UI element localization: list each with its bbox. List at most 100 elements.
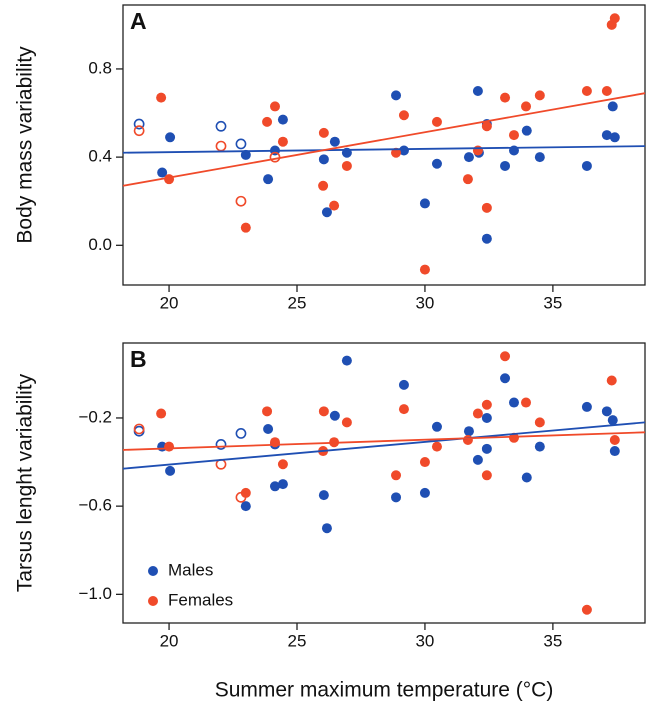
point xyxy=(607,101,618,112)
point xyxy=(391,492,402,503)
open-point xyxy=(235,491,247,503)
point xyxy=(165,465,176,476)
point xyxy=(277,479,288,490)
point xyxy=(262,406,273,417)
point xyxy=(341,355,352,366)
x-axis-title: Summer maximum temperature (°C) xyxy=(215,679,554,702)
point xyxy=(164,174,175,185)
y-tick-label: 0.4 xyxy=(88,147,112,166)
point xyxy=(240,222,251,233)
point xyxy=(431,116,442,127)
point xyxy=(398,404,409,415)
point xyxy=(157,167,168,178)
point xyxy=(534,152,545,163)
point xyxy=(419,264,430,275)
point xyxy=(262,116,273,127)
y-tick-label: 0.8 xyxy=(88,58,112,77)
legend-label: Males xyxy=(168,560,213,579)
x-tick-label: 35 xyxy=(543,631,562,650)
point xyxy=(481,202,492,213)
point xyxy=(609,132,620,143)
point xyxy=(601,85,612,96)
y-tick-label: −0.6 xyxy=(78,496,112,515)
point xyxy=(534,90,545,101)
point xyxy=(391,90,402,101)
point xyxy=(463,152,474,163)
point xyxy=(318,406,329,417)
point xyxy=(606,375,617,386)
point xyxy=(240,487,251,498)
point xyxy=(521,101,532,112)
trend-line xyxy=(122,421,646,470)
point xyxy=(521,125,532,136)
point xyxy=(500,373,511,384)
point xyxy=(601,130,612,141)
point xyxy=(240,501,251,512)
point xyxy=(277,114,288,125)
open-point xyxy=(133,125,145,137)
point xyxy=(463,426,474,437)
point xyxy=(472,145,483,156)
point xyxy=(164,441,175,452)
legend-label: Females xyxy=(168,590,233,609)
point xyxy=(500,351,511,362)
point xyxy=(419,198,430,209)
plot-frame xyxy=(122,342,646,624)
point xyxy=(472,454,483,465)
point xyxy=(321,523,332,534)
point xyxy=(481,443,492,454)
x-tick-label: 30 xyxy=(415,631,434,650)
point xyxy=(462,435,473,446)
point xyxy=(609,13,620,24)
point xyxy=(391,147,402,158)
point xyxy=(481,399,492,410)
point xyxy=(581,160,592,171)
y-tick-label: 0.0 xyxy=(88,235,112,254)
open-point xyxy=(215,120,227,132)
y-tick-label: −0.2 xyxy=(78,407,112,426)
x-tick-label: 25 xyxy=(288,293,307,312)
point xyxy=(508,432,519,443)
point xyxy=(521,472,532,483)
point xyxy=(419,487,430,498)
point xyxy=(263,174,274,185)
trend-line xyxy=(122,92,646,187)
point xyxy=(329,136,340,147)
point xyxy=(269,101,280,112)
point xyxy=(318,127,329,138)
point xyxy=(156,408,167,419)
point xyxy=(521,397,532,408)
point xyxy=(601,406,612,417)
point xyxy=(391,470,402,481)
x-tick-label: 20 xyxy=(160,293,179,312)
point xyxy=(581,604,592,615)
legend-marker xyxy=(148,596,158,606)
point xyxy=(329,200,340,211)
legend-marker xyxy=(148,566,158,576)
point xyxy=(534,441,545,452)
open-point xyxy=(133,423,145,435)
y-axis-title: Tarsus lenght variability xyxy=(14,373,37,592)
panel-label: B xyxy=(130,346,147,372)
point xyxy=(462,174,473,185)
x-tick-label: 20 xyxy=(160,631,179,650)
point xyxy=(263,423,274,434)
point xyxy=(341,417,352,428)
point xyxy=(165,132,176,143)
y-tick-label: −1.0 xyxy=(78,584,112,603)
point xyxy=(277,136,288,147)
point xyxy=(419,457,430,468)
x-tick-label: 35 xyxy=(543,293,562,312)
point xyxy=(431,421,442,432)
point xyxy=(481,233,492,244)
point xyxy=(318,154,329,165)
trend-line xyxy=(122,145,646,154)
open-point xyxy=(215,439,227,450)
point xyxy=(321,207,332,218)
point xyxy=(508,397,519,408)
point xyxy=(472,408,483,419)
point xyxy=(581,401,592,412)
x-tick-label: 25 xyxy=(288,631,307,650)
point xyxy=(481,121,492,132)
